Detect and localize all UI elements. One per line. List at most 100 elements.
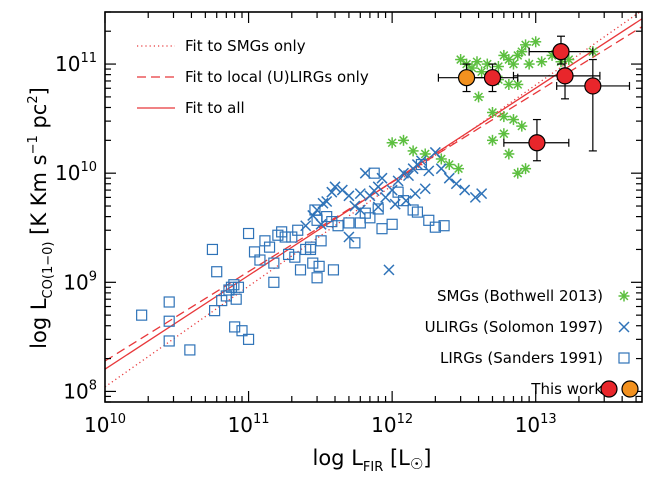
square-point [327, 264, 340, 276]
square-point [254, 254, 266, 266]
legend-label-series: ULIRGs (Solomon 1997) [425, 318, 603, 336]
square-point [229, 321, 241, 333]
square-point [292, 224, 304, 236]
cross-point [469, 191, 481, 203]
square-point [268, 276, 280, 288]
square-point [294, 264, 307, 276]
asterisk-point [455, 54, 467, 66]
legend-marker-asterisk [618, 290, 630, 302]
square-point [282, 248, 295, 261]
square-point [423, 214, 435, 226]
cross-point [343, 190, 355, 202]
axis-ticks: 1010 1011 1012 1013 108 109 1010 1011 [55, 11, 642, 437]
cross-point [423, 165, 435, 177]
asterisk-point [536, 56, 548, 68]
square-point [313, 260, 325, 272]
y-label-end: ] [27, 87, 51, 95]
cross-point [435, 163, 447, 175]
cross-point [409, 188, 421, 200]
asterisk-point [473, 91, 485, 103]
this-work-circle [528, 134, 546, 152]
legend-label-fit: Fit to all [185, 99, 245, 117]
x-tick-label: 1013 [515, 412, 557, 437]
y-label-tail: [K Km s [27, 154, 51, 234]
x-label-tail: [L [390, 446, 410, 470]
legend-label-fit: Fit to SMGs only [185, 37, 306, 55]
square-point [438, 220, 450, 232]
square-point [242, 333, 255, 345]
y-label-sup1: −1 [26, 135, 41, 154]
square-point [397, 195, 410, 207]
asterisk-point [471, 56, 483, 68]
cross-point [415, 155, 427, 167]
asterisk-point [503, 54, 515, 66]
asterisk-point [516, 46, 528, 58]
square-point [364, 212, 376, 224]
asterisk-point [498, 128, 510, 140]
square-point [230, 293, 242, 305]
asterisk-point [407, 145, 419, 157]
asterisk-point [512, 78, 524, 90]
this-work-circle [457, 69, 476, 87]
square-point [289, 251, 301, 263]
cross-point [443, 172, 455, 184]
asterisk-point [516, 120, 528, 132]
asterisk-point [523, 58, 535, 70]
y-tick-label: 1010 [55, 160, 97, 185]
square-point [304, 243, 317, 256]
square-point [286, 231, 298, 243]
x-label-main: log L [313, 446, 364, 470]
cross-point [354, 188, 366, 200]
asterisk-point [498, 111, 510, 123]
asterisk-point [481, 58, 493, 70]
y-label-main: log L [27, 298, 51, 349]
square-point [307, 257, 319, 269]
square-point [163, 335, 175, 347]
x-tick-label: 1011 [228, 412, 270, 437]
x-tick-label: 1010 [84, 412, 126, 437]
plot-frame [104, 11, 643, 403]
square-point [272, 229, 284, 241]
square-point [184, 344, 196, 356]
y-label-sub: CO(1−0) [41, 242, 56, 299]
square-point [232, 281, 245, 293]
square-point [332, 220, 344, 232]
cross-point [459, 184, 471, 196]
square-point [206, 243, 219, 256]
legend-label-series: SMGs (Bothwell 2013) [437, 287, 603, 305]
asterisk-point [507, 58, 519, 70]
cross-point [329, 181, 341, 193]
asterisk-point [486, 134, 498, 146]
square-point [163, 315, 175, 327]
y-label-mid: pc [27, 104, 51, 136]
square-point [411, 206, 424, 218]
square-point [263, 241, 276, 253]
x-label-sun: ☉ [410, 455, 423, 473]
cross-point [326, 186, 338, 198]
cross-point [392, 175, 404, 187]
this-work-circle [556, 67, 574, 85]
x-label-end: ] [423, 446, 431, 470]
x-label-sub: FIR [363, 460, 383, 475]
asterisk-point [530, 36, 542, 48]
cross-point [372, 181, 384, 193]
cross-point [383, 264, 395, 276]
cross-point [349, 200, 361, 212]
fit-line-solid [105, 18, 642, 370]
this-work-circle [552, 43, 570, 61]
legend-marker-red [600, 380, 618, 398]
legend-label-series: LIRGs (Sanders 1991) [440, 349, 603, 367]
square-point [376, 223, 388, 235]
x-tick-label: 1012 [371, 412, 413, 437]
legend-label-fit: Fit to local (U)LIRGs only [185, 68, 369, 86]
asterisk-point [512, 167, 524, 179]
square-point [326, 216, 338, 228]
asterisk-point [435, 153, 447, 165]
cross-point [429, 146, 441, 158]
square-point [343, 217, 355, 229]
cross-point [315, 218, 327, 230]
this-work-circle [483, 69, 502, 87]
legends: Fit to SMGs only Fit to local (U)LIRGs on… [137, 37, 639, 398]
x-axis-label: log LFIR [L☉] [313, 446, 432, 475]
